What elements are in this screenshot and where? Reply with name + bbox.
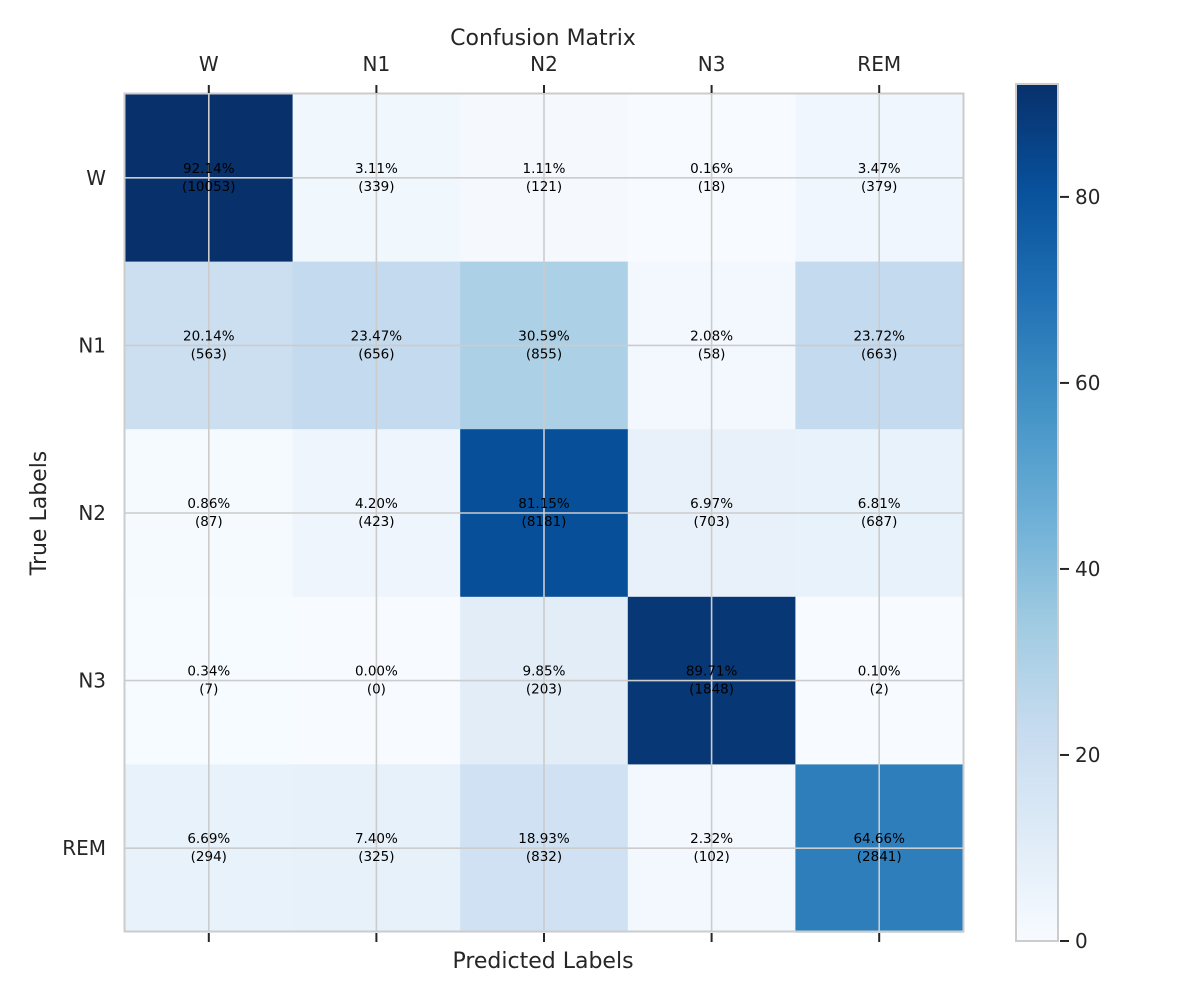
x-tick-label: REM — [857, 52, 901, 76]
cell-percent-label: 81.15% — [518, 496, 570, 512]
cell-count-label: (203) — [526, 682, 562, 698]
cell-percent-label: 1.11% — [523, 161, 566, 177]
cell-count-label: (121) — [526, 179, 562, 195]
colorbar-tick-label: 20 — [1075, 743, 1100, 767]
cell-percent-label: 0.34% — [187, 664, 230, 680]
cell-count-label: (687) — [861, 514, 897, 530]
cell-count-label: (563) — [191, 346, 227, 362]
cell-count-label: (379) — [861, 179, 897, 195]
cell-percent-label: 92.14% — [183, 161, 235, 177]
colorbar-tick-label: 40 — [1075, 557, 1100, 581]
cell-percent-label: 3.11% — [355, 161, 398, 177]
cell-percent-label: 0.10% — [858, 664, 901, 680]
cell-percent-label: 9.85% — [523, 664, 566, 680]
colorbar-ticks: 0 20 40 60 80 — [1060, 185, 1100, 953]
cell-count-label: (10053) — [182, 179, 235, 195]
cell-count-label: (2841) — [857, 849, 902, 865]
x-tick-label: W — [199, 52, 219, 76]
cell-count-label: (2) — [870, 682, 889, 698]
cell-percent-label: 64.66% — [853, 831, 905, 847]
cell-count-label: (339) — [358, 179, 394, 195]
cell-count-label: (855) — [526, 346, 562, 362]
cell-count-label: (656) — [358, 346, 394, 362]
y-tick-label: N3 — [78, 669, 106, 693]
cell-count-label: (423) — [358, 514, 394, 530]
cell-percent-label: 0.16% — [690, 161, 733, 177]
y-tick-label: N1 — [78, 333, 106, 357]
cell-count-label: (832) — [526, 849, 562, 865]
cell-count-label: (325) — [358, 849, 394, 865]
cell-count-label: (1848) — [689, 682, 734, 698]
cell-count-label: (87) — [195, 514, 223, 530]
colorbar-gradient — [1015, 83, 1059, 942]
colorbar: 0 20 40 60 80 — [1015, 83, 1100, 953]
x-tick-label: N2 — [530, 52, 558, 76]
y-tick-label: REM — [62, 836, 106, 860]
cell-percent-label: 4.20% — [355, 496, 398, 512]
y-tick-label: N2 — [78, 501, 106, 525]
cell-count-label: (0) — [367, 682, 386, 698]
x-tick-label: N3 — [698, 52, 726, 76]
colorbar-tick-label: 0 — [1075, 929, 1088, 953]
cell-count-label: (102) — [693, 849, 729, 865]
y-axis-label: True Labels — [27, 451, 52, 577]
cell-percent-label: 6.81% — [858, 496, 901, 512]
colorbar-tick-label: 80 — [1075, 185, 1100, 209]
cell-percent-label: 6.97% — [690, 496, 733, 512]
cell-count-label: (703) — [693, 514, 729, 530]
x-axis-label: Predicted Labels — [452, 949, 633, 974]
chart-title: Confusion Matrix — [450, 26, 636, 51]
cell-percent-label: 23.47% — [351, 328, 403, 344]
cell-percent-label: 89.71% — [686, 664, 738, 680]
cell-percent-label: 7.40% — [355, 831, 398, 847]
cell-labels: 92.14% (10053) 3.11% (339) 1.11% (121) 0.16% (1… — [182, 161, 905, 865]
cell-percent-label: 6.69% — [187, 831, 230, 847]
x-tick-label: N1 — [363, 52, 391, 76]
cell-count-label: (18) — [698, 179, 726, 195]
x-ticks: W N1 N2 N3 REM — [199, 52, 901, 942]
y-tick-label: W — [86, 166, 106, 190]
colorbar-tick-label: 60 — [1075, 371, 1100, 395]
cell-percent-label: 18.93% — [518, 831, 570, 847]
cell-count-label: (7) — [199, 682, 218, 698]
cell-percent-label: 0.86% — [187, 496, 230, 512]
y-ticks: W N1 N2 N3 REM — [62, 166, 106, 860]
cell-percent-label: 0.00% — [355, 664, 398, 680]
plot-frame — [123, 92, 965, 933]
cell-percent-label: 3.47% — [858, 161, 901, 177]
cell-count-label: (663) — [861, 346, 897, 362]
cell-percent-label: 20.14% — [183, 328, 235, 344]
cell-percent-label: 30.59% — [518, 328, 570, 344]
cell-percent-label: 2.32% — [690, 831, 733, 847]
cell-count-label: (294) — [191, 849, 227, 865]
cell-percent-label: 23.72% — [853, 328, 905, 344]
grid-lines — [125, 94, 963, 932]
cell-count-label: (58) — [698, 346, 726, 362]
cell-percent-label: 2.08% — [690, 328, 733, 344]
cell-count-label: (8181) — [522, 514, 567, 530]
